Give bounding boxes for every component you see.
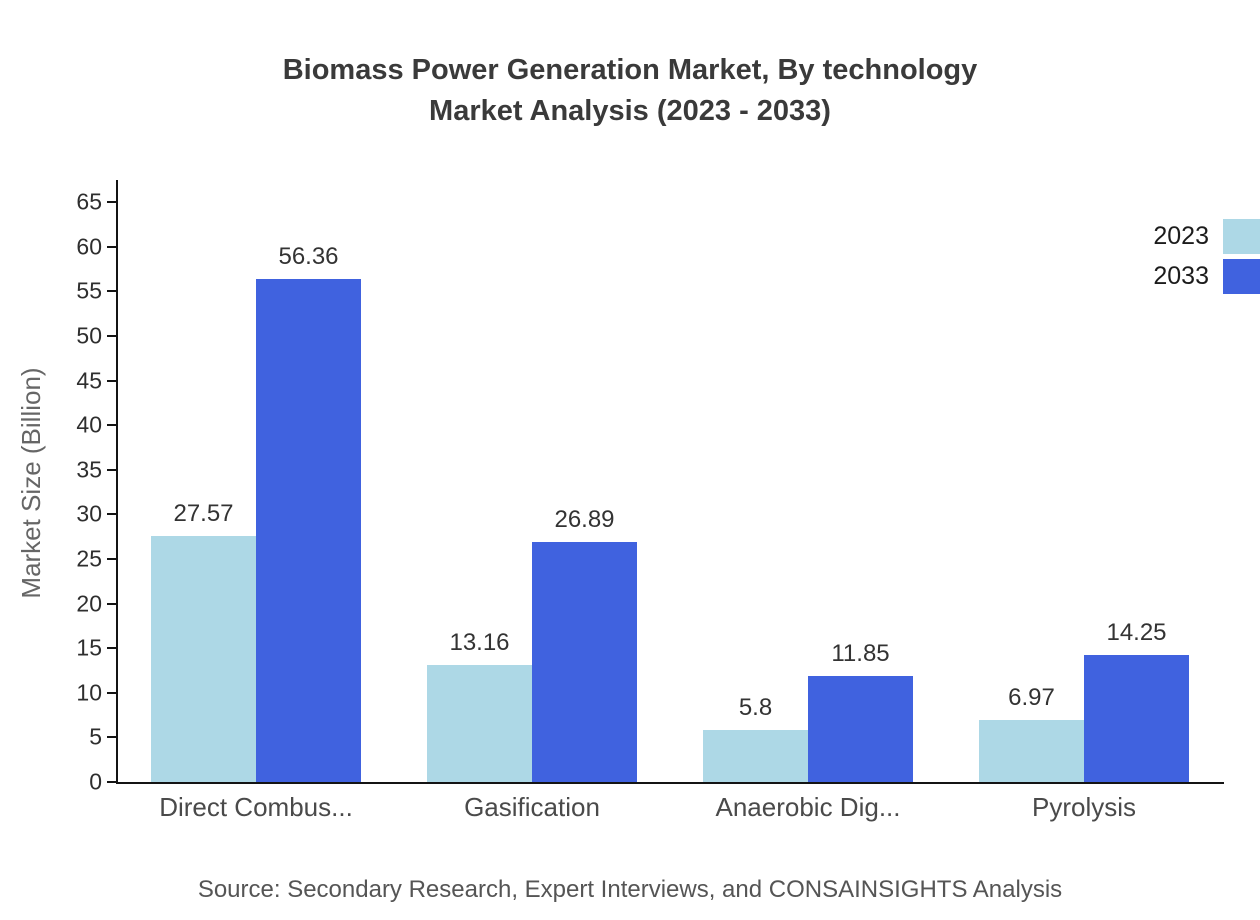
bar-2023 <box>979 719 1084 782</box>
x-axis-category-label: Anaerobic Dig... <box>715 792 901 822</box>
plot-area <box>118 180 1222 782</box>
bar-2023 <box>703 730 808 782</box>
legend-swatch-2033 <box>1223 259 1260 294</box>
legend: 2023 2033 <box>1153 219 1260 299</box>
y-axis-tick-mark <box>107 781 116 783</box>
y-axis-tick-mark <box>107 468 116 471</box>
y-axis-tick-mark <box>107 201 116 204</box>
legend-swatch-2023 <box>1223 219 1260 254</box>
y-axis-tick-label: 25 <box>76 545 102 572</box>
x-axis-category-label: Pyrolysis <box>1031 792 1136 822</box>
x-axis-line <box>116 782 1224 784</box>
y-axis-tick-mark <box>107 736 116 739</box>
bar-2033 <box>808 676 913 782</box>
y-axis-tick-mark <box>107 513 116 516</box>
y-axis-tick-label: 15 <box>76 634 102 661</box>
y-axis-tick-mark <box>107 290 116 293</box>
bar-value-label: 13.16 <box>449 628 510 656</box>
bar-2033 <box>256 279 361 782</box>
legend-label-2033: 2033 <box>1153 262 1209 290</box>
legend-item-2033: 2033 <box>1153 259 1260 294</box>
y-axis-tick-label: 5 <box>89 723 102 750</box>
x-axis-category-label: Gasification <box>464 792 600 822</box>
source-note: Source: Secondary Research, Expert Inter… <box>197 876 1063 903</box>
y-axis-tick-mark <box>107 647 116 650</box>
y-axis-tick-mark <box>107 602 116 605</box>
bar-value-label: 26.89 <box>554 506 615 534</box>
bar-2023 <box>427 664 532 782</box>
y-axis-tick-mark <box>107 558 116 561</box>
y-axis-tick-label: 65 <box>76 188 102 215</box>
bar-value-label: 5.8 <box>738 694 773 722</box>
x-axis-category-label: Direct Combus... <box>159 792 353 822</box>
y-axis-tick-label: 20 <box>76 590 102 617</box>
y-axis-tick-label: 35 <box>76 456 102 483</box>
y-axis-tick-label: 50 <box>76 322 102 349</box>
y-axis-tick-mark <box>107 691 116 694</box>
chart-title-line1: Biomass Power Generation Market, By tech… <box>282 54 978 86</box>
legend-item-2023: 2023 <box>1153 219 1260 254</box>
legend-label-2023: 2023 <box>1153 222 1209 250</box>
y-axis-tick-mark <box>107 335 116 338</box>
y-axis-tick-label: 0 <box>89 768 102 795</box>
bar-value-label: 56.36 <box>278 243 339 271</box>
y-axis-line <box>116 180 118 784</box>
bar-2033 <box>1084 654 1189 782</box>
y-axis-tick-label: 45 <box>76 367 102 394</box>
y-axis-tick-label: 55 <box>76 277 102 304</box>
bar-value-label: 11.85 <box>831 640 890 668</box>
y-axis-tick-label: 10 <box>76 679 102 706</box>
y-axis-tick-mark <box>107 245 116 248</box>
y-axis-tick-label: 30 <box>76 500 102 527</box>
y-axis-tick-label: 60 <box>76 233 102 260</box>
y-axis-tick-mark <box>107 379 116 382</box>
bar-value-label: 27.57 <box>173 500 234 528</box>
chart-title-line2: Market Analysis (2023 - 2033) <box>429 95 831 127</box>
y-axis-tick-mark <box>107 424 116 427</box>
bar-2033 <box>532 542 637 782</box>
y-axis-tick-label: 40 <box>76 411 102 438</box>
bar-2023 <box>151 536 256 782</box>
bar-value-label: 6.97 <box>1008 683 1055 711</box>
bar-value-label: 14.25 <box>1106 618 1167 646</box>
chart-title: Biomass Power Generation Market, By tech… <box>0 50 1260 132</box>
